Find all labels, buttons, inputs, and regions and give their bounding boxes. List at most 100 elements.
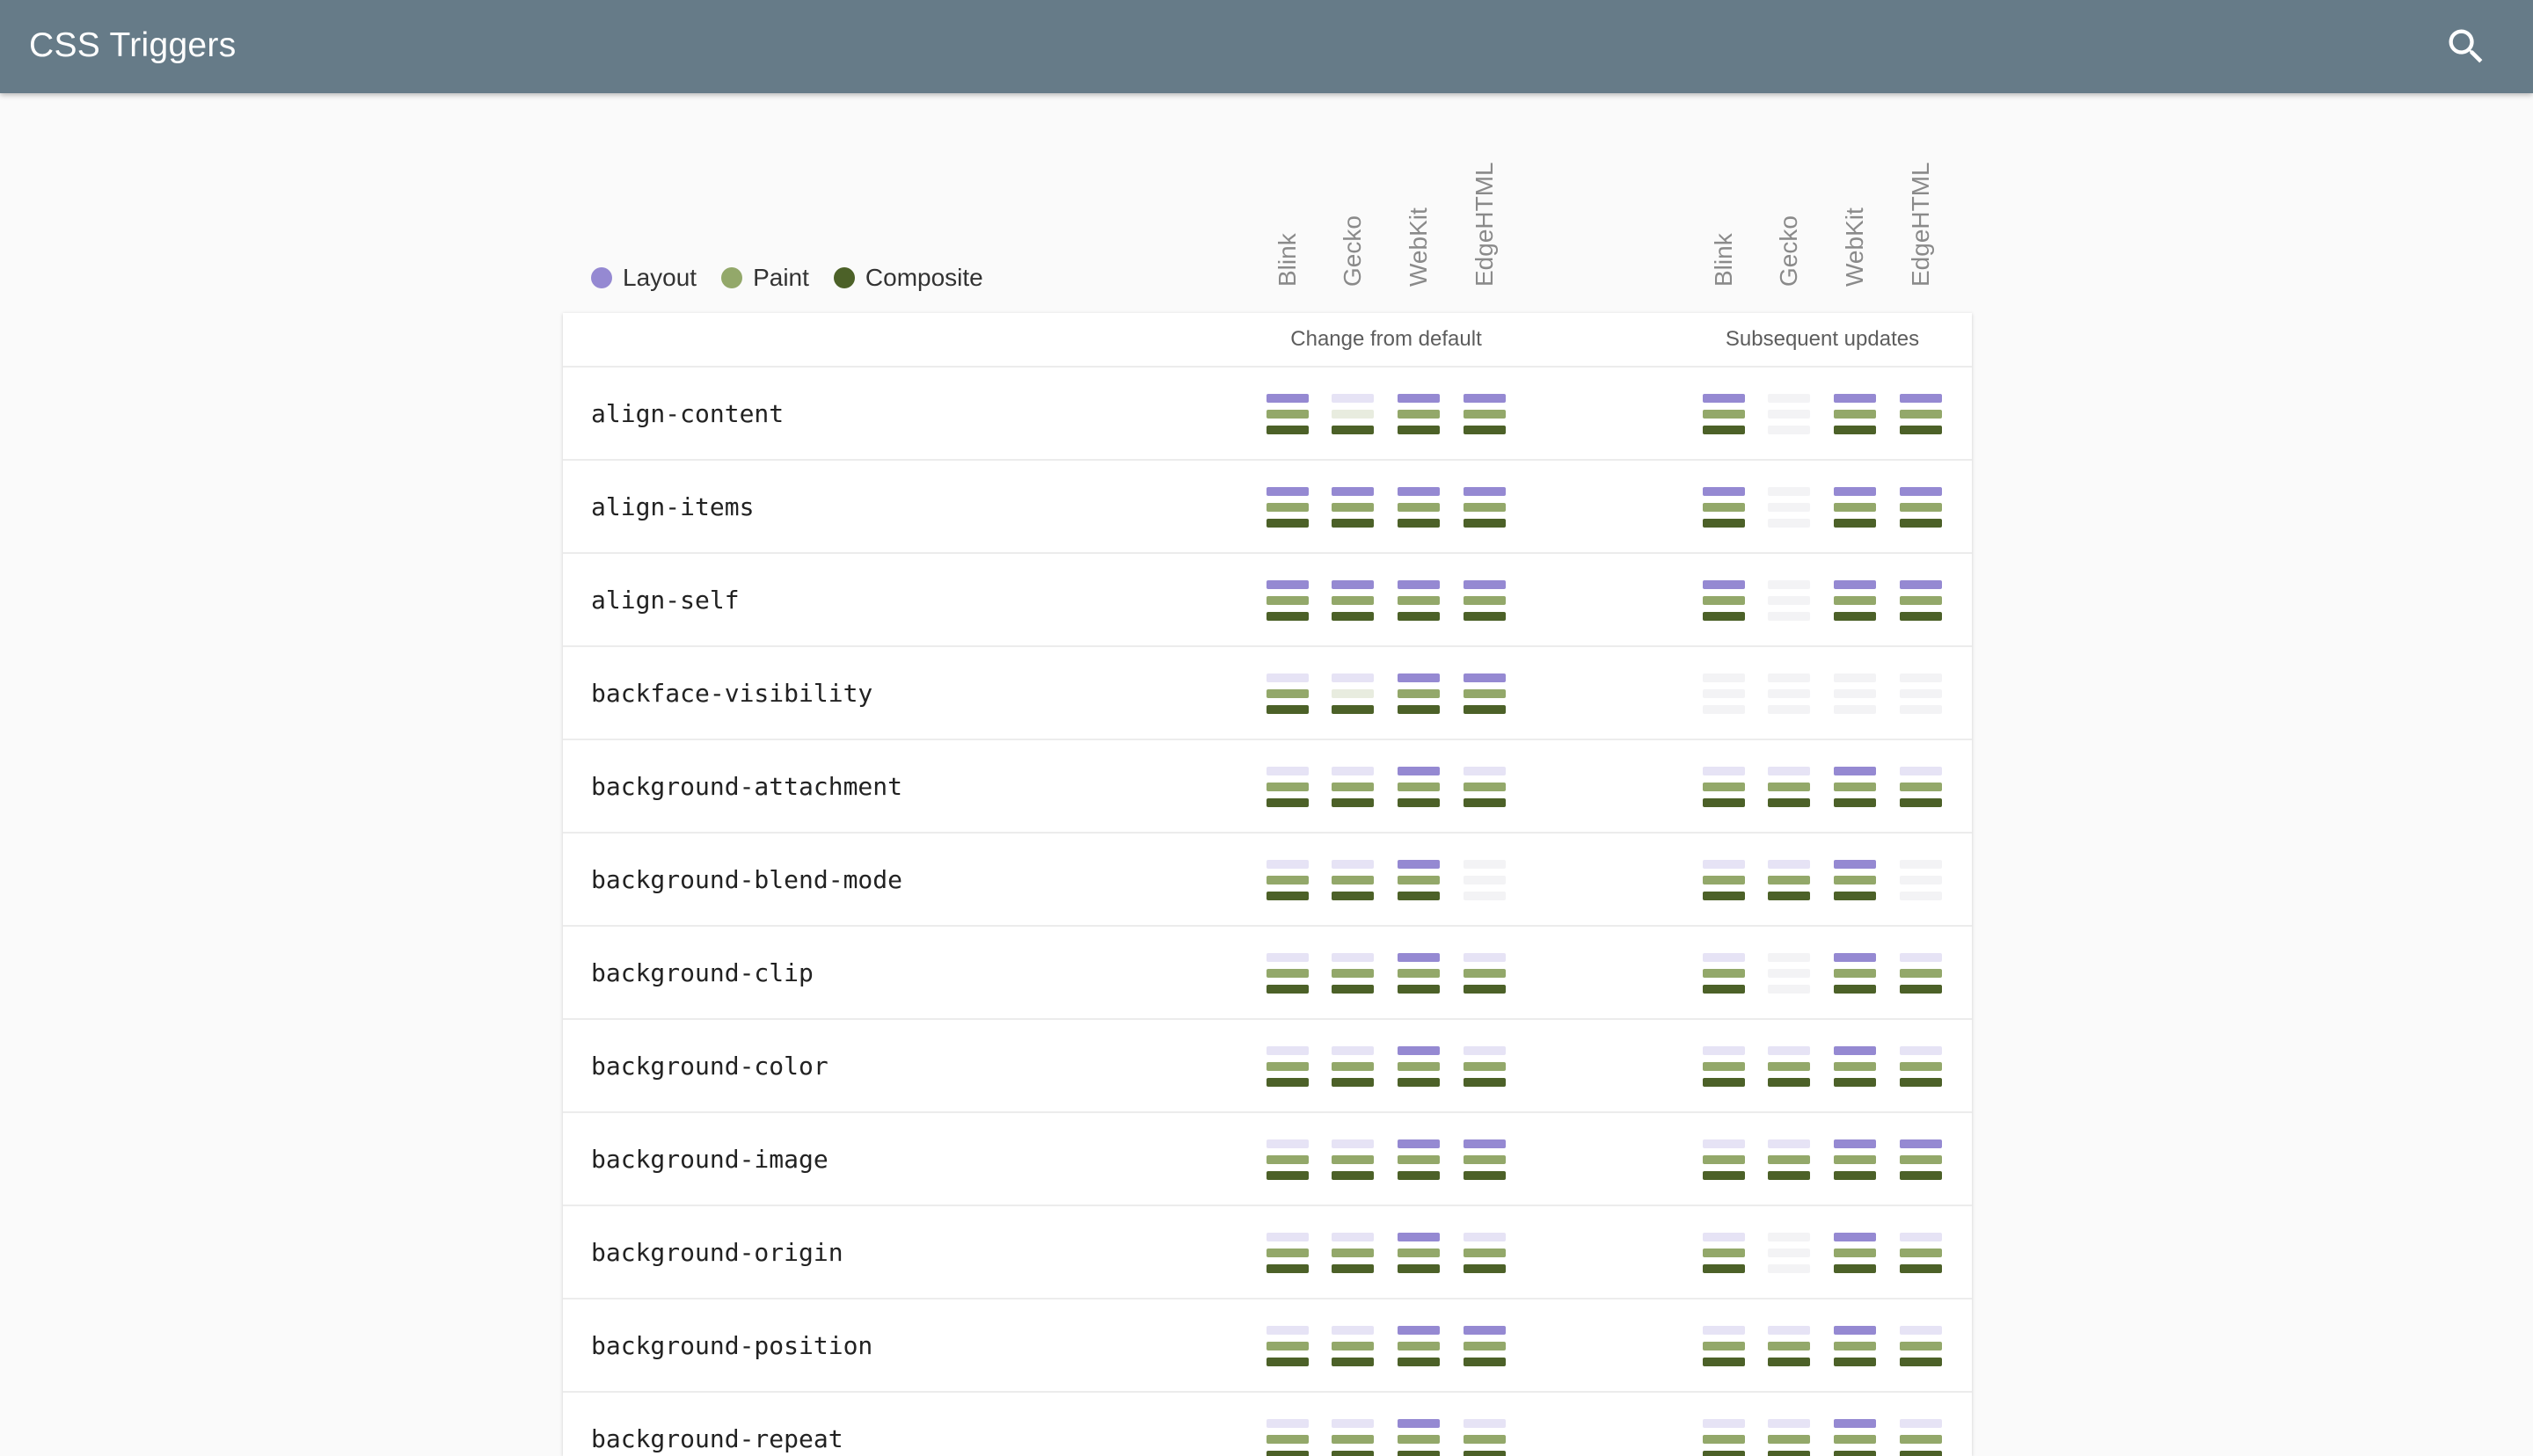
search-button[interactable] <box>2443 24 2489 69</box>
layout-bar <box>1900 1326 1942 1335</box>
trigger-cell-gecko <box>1768 953 1810 994</box>
paint-bar <box>1703 783 1745 791</box>
layout-bar <box>1266 673 1309 682</box>
legend-item-paint: Paint <box>721 264 809 292</box>
composite-bar <box>1266 1451 1309 1456</box>
layout-bar <box>1398 767 1440 775</box>
layout-bar <box>1398 580 1440 589</box>
trigger-cell-gecko <box>1768 394 1810 434</box>
property-name: background-attachment <box>591 772 903 801</box>
table-row[interactable]: align-items <box>563 461 1972 554</box>
composite-bar <box>1834 892 1876 900</box>
app-title[interactable]: CSS Triggers <box>29 26 237 64</box>
trigger-cell-gecko <box>1768 487 1810 528</box>
composite-bar <box>1834 519 1876 528</box>
layout-bar <box>1768 1233 1810 1241</box>
table-row[interactable]: background-position <box>563 1299 1972 1393</box>
trigger-cell-webkit <box>1398 487 1440 528</box>
layout-bar <box>1768 580 1810 589</box>
trigger-cell-blink <box>1703 487 1745 528</box>
trigger-cell-blink <box>1703 1046 1745 1087</box>
trigger-cell-webkit <box>1398 1326 1440 1366</box>
composite-bar <box>1900 985 1942 994</box>
table-row[interactable]: background-clip <box>563 927 1972 1020</box>
composite-bar <box>1900 892 1942 900</box>
table-row[interactable]: background-blend-mode <box>563 834 1972 927</box>
paint-bar <box>1703 1249 1745 1257</box>
trigger-cell-blink <box>1266 394 1309 434</box>
trigger-cell-gecko <box>1332 487 1374 528</box>
paint-bar <box>1332 1342 1374 1350</box>
trigger-cell-gecko <box>1332 673 1374 714</box>
composite-bar <box>1398 985 1440 994</box>
paint-bar <box>1332 1435 1374 1444</box>
composite-bar <box>1464 426 1506 434</box>
property-name: align-self <box>591 586 740 615</box>
trigger-cell-edgehtml <box>1900 1233 1942 1273</box>
paint-bar <box>1703 1435 1745 1444</box>
composite-bar <box>1703 705 1745 714</box>
paint-bar <box>1900 1342 1942 1350</box>
paint-bar <box>1834 689 1876 698</box>
trigger-cell-blink <box>1266 1326 1309 1366</box>
trigger-cell-gecko <box>1332 1046 1374 1087</box>
paint-bar <box>1464 503 1506 512</box>
paint-bar <box>1464 783 1506 791</box>
layout-bar <box>1768 1419 1810 1428</box>
paint-bar <box>1266 1435 1309 1444</box>
property-name: align-content <box>591 399 785 428</box>
layout-bar <box>1703 860 1745 869</box>
app-header: CSS Triggers <box>0 0 2533 93</box>
trigger-cell-edgehtml <box>1464 394 1506 434</box>
composite-bar <box>1900 426 1942 434</box>
trigger-cell-gecko <box>1768 1139 1810 1180</box>
trigger-cell-blink <box>1703 1233 1745 1273</box>
table-row[interactable]: background-repeat <box>563 1393 1972 1456</box>
table-row[interactable]: background-color <box>563 1020 1972 1113</box>
paint-bar <box>1464 1435 1506 1444</box>
paint-bar <box>1834 1342 1876 1350</box>
layout-bar <box>1332 1046 1374 1055</box>
composite-bar <box>1834 1078 1876 1087</box>
composite-bar <box>1398 1171 1440 1180</box>
property-name: backface-visibility <box>591 679 873 708</box>
composite-bar <box>1398 519 1440 528</box>
paint-bar <box>1834 1249 1876 1257</box>
trigger-cell-webkit <box>1834 860 1876 900</box>
paint-bar <box>1834 876 1876 885</box>
table-row[interactable]: background-attachment <box>563 740 1972 834</box>
table-row[interactable]: backface-visibility <box>563 647 1972 740</box>
composite-bar <box>1332 1451 1374 1456</box>
trigger-cell-edgehtml <box>1464 1046 1506 1087</box>
composite-bar <box>1398 1451 1440 1456</box>
composite-bar <box>1464 985 1506 994</box>
paint-bar <box>1398 596 1440 605</box>
trigger-cell-gecko <box>1332 394 1374 434</box>
legend-label: Paint <box>753 264 809 291</box>
trigger-cell-blink <box>1266 487 1309 528</box>
trigger-cell-blink <box>1703 580 1745 621</box>
layout-bar <box>1768 394 1810 403</box>
trigger-cell-webkit <box>1834 1233 1876 1273</box>
table-row[interactable]: align-content <box>563 368 1972 461</box>
table-row[interactable]: background-image <box>563 1113 1972 1206</box>
composite-bar <box>1900 1358 1942 1366</box>
paint-bar <box>1768 1155 1810 1164</box>
paint-bar <box>1768 410 1810 419</box>
paint-bar <box>1834 969 1876 978</box>
composite-bar <box>1703 798 1745 807</box>
table-row[interactable]: align-self <box>563 554 1972 647</box>
engine-label-blink: Blink <box>1274 233 1301 287</box>
paint-bar <box>1332 1249 1374 1257</box>
legend-dot-icon <box>721 267 743 288</box>
layout-bar <box>1464 673 1506 682</box>
paint-bar <box>1332 1062 1374 1071</box>
engine-label-webkit: WebKit <box>1841 207 1868 287</box>
layout-bar <box>1703 580 1745 589</box>
composite-bar <box>1464 1078 1506 1087</box>
triggers-table: Change from default Subsequent updates al… <box>563 313 1972 1456</box>
paint-bar <box>1332 689 1374 698</box>
paint-bar <box>1266 876 1309 885</box>
table-row[interactable]: background-origin <box>563 1206 1972 1299</box>
trigger-cell-edgehtml <box>1464 487 1506 528</box>
